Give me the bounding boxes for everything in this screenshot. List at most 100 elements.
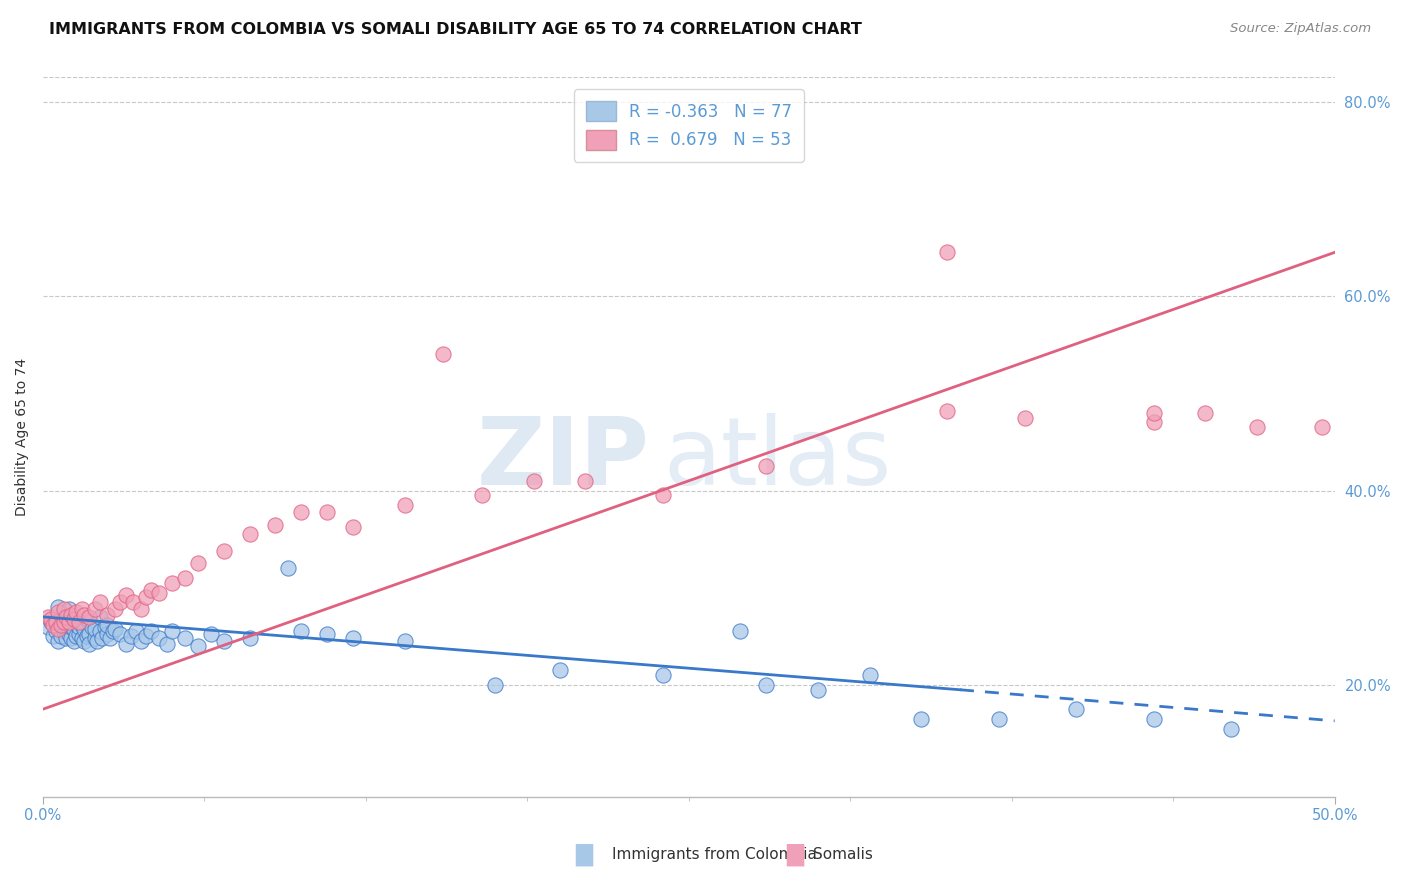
Point [39, 612, 62, 626]
Point [79, 627, 101, 641]
Point [96, 617, 118, 632]
Point [52, 612, 75, 626]
Point [548, 663, 571, 677]
Point [120, 629, 142, 643]
Point [859, 668, 882, 682]
Point [83, 602, 105, 616]
Point [67, 619, 90, 633]
Point [212, 634, 235, 648]
Point [67, 615, 90, 629]
Text: Somalis: Somalis [813, 847, 873, 862]
Point [37, 610, 59, 624]
Point [58, 602, 80, 616]
Point [574, 474, 596, 488]
Point [89, 624, 111, 639]
Point [212, 543, 235, 558]
Point [48, 634, 70, 648]
Point [83, 632, 105, 646]
Point [755, 459, 778, 474]
Point [394, 498, 416, 512]
Point [91, 632, 114, 646]
Point [135, 591, 157, 605]
Point [58, 615, 80, 629]
Point [96, 627, 118, 641]
Point [290, 624, 312, 639]
Point [936, 404, 959, 418]
Point [342, 520, 364, 534]
Point [42, 617, 65, 632]
Y-axis label: Disability Age 65 to 74: Disability Age 65 to 74 [15, 358, 30, 516]
Point [89, 610, 111, 624]
Point [129, 602, 152, 616]
Point [141, 582, 163, 597]
Point [342, 632, 364, 646]
Point [42, 629, 65, 643]
Point [290, 505, 312, 519]
Point [58, 627, 80, 641]
Point [135, 629, 157, 643]
Point [52, 624, 75, 639]
Point [39, 615, 62, 629]
Point [730, 624, 752, 639]
Point [55, 617, 77, 632]
Point [49, 615, 72, 629]
Point [987, 712, 1010, 726]
Point [1066, 702, 1088, 716]
Point [37, 619, 59, 633]
Point [755, 678, 778, 692]
Point [60, 632, 83, 646]
Point [63, 612, 86, 626]
Point [45, 624, 67, 639]
Point [652, 668, 675, 682]
Point [49, 617, 72, 632]
Point [96, 607, 118, 622]
Point [148, 632, 170, 646]
Point [141, 624, 163, 639]
Point [52, 602, 75, 616]
Point [148, 585, 170, 599]
Point [60, 607, 83, 622]
Point [432, 347, 454, 361]
Point [73, 607, 96, 622]
Point [110, 595, 132, 609]
Text: Immigrants from Colombia: Immigrants from Colombia [612, 847, 817, 862]
Point [80, 619, 103, 633]
Point [79, 610, 101, 624]
Point [70, 632, 93, 646]
Point [73, 634, 96, 648]
Point [58, 615, 80, 629]
Point [239, 527, 262, 541]
Point [101, 624, 124, 639]
Point [94, 619, 117, 633]
Point [187, 639, 209, 653]
Point [239, 632, 262, 646]
Point [160, 575, 183, 590]
Point [277, 561, 299, 575]
Point [45, 610, 67, 624]
Point [122, 595, 145, 609]
Point [174, 632, 197, 646]
Point [110, 627, 132, 641]
Text: Source: ZipAtlas.com: Source: ZipAtlas.com [1230, 22, 1371, 36]
Point [1143, 406, 1166, 420]
Text: atlas: atlas [664, 413, 891, 505]
Point [316, 505, 339, 519]
Point [76, 612, 98, 626]
Point [65, 629, 87, 643]
Point [200, 627, 222, 641]
Point [125, 624, 148, 639]
Point [484, 678, 506, 692]
Point [52, 615, 75, 629]
Point [65, 612, 87, 626]
Point [910, 712, 932, 726]
Point [1310, 420, 1333, 434]
Point [129, 634, 152, 648]
Point [114, 637, 136, 651]
Point [394, 634, 416, 648]
Point [67, 627, 90, 641]
Point [104, 602, 127, 616]
Point [160, 624, 183, 639]
Point [1246, 420, 1268, 434]
Text: █: █ [575, 843, 592, 866]
Point [55, 632, 77, 646]
